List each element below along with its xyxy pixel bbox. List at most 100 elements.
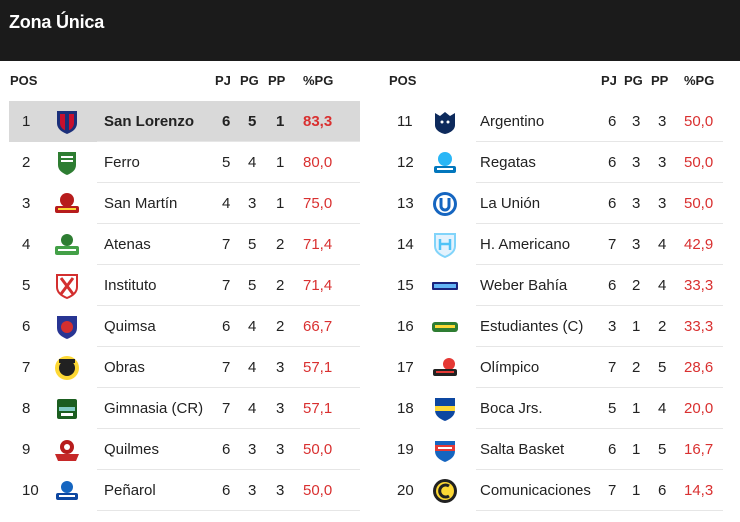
table-row[interactable]: 10 Peñarol 6 3 3 50,0 (0, 470, 360, 511)
position-number: 9 (22, 441, 31, 458)
salta-basket-logo-icon (431, 436, 459, 464)
games-won: 3 (248, 441, 257, 458)
team-name: Ferro (104, 154, 140, 171)
table-row[interactable]: 13 La Unión 6 3 3 50,0 (383, 183, 723, 224)
regatas-logo-icon (431, 149, 459, 177)
position-number: 2 (22, 154, 31, 171)
table-row[interactable]: 20 Comunicaciones 7 1 6 14,3 (383, 470, 723, 511)
position-number: 13 (397, 195, 414, 212)
games-lost: 1 (276, 154, 285, 171)
win-percentage: 33,3 (684, 277, 714, 294)
row-divider (476, 510, 723, 511)
win-percentage: 50,0 (303, 441, 333, 458)
games-lost: 2 (276, 236, 285, 253)
position-number: 11 (397, 113, 413, 130)
win-percentage: 42,9 (684, 236, 714, 253)
games-won: 4 (248, 359, 257, 376)
table-row[interactable]: 3 San Martín 4 3 1 75,0 (0, 183, 360, 224)
team-name: Salta Basket (480, 441, 565, 458)
col-pos: POS (10, 73, 38, 88)
games-lost: 3 (658, 195, 667, 212)
games-won: 3 (248, 482, 257, 499)
row-divider (97, 469, 360, 470)
table-row[interactable]: 4 Atenas 7 5 2 71,4 (0, 224, 360, 265)
games-played: 3 (608, 318, 617, 335)
games-played: 6 (608, 154, 617, 171)
table-row[interactable]: 17 Olímpico 7 2 5 28,6 (383, 347, 723, 388)
quimsa-logo-icon (53, 313, 81, 341)
san-lorenzo-logo-icon (53, 108, 81, 136)
table-row[interactable]: 15 Weber Bahía 6 2 4 33,3 (383, 265, 723, 306)
games-lost: 3 (658, 113, 667, 130)
table-row[interactable]: 14 H. Americano 7 3 4 42,9 (383, 224, 723, 265)
position-number: 3 (22, 195, 31, 212)
table-row[interactable]: 9 Quilmes 6 3 3 50,0 (0, 429, 360, 470)
games-played: 7 (222, 400, 231, 417)
games-lost: 1 (276, 195, 285, 212)
win-percentage: 16,7 (684, 441, 714, 458)
games-won: 5 (248, 113, 257, 130)
team-name: San Martín (104, 195, 178, 212)
table-row[interactable]: 2 Ferro 5 4 1 80,0 (0, 142, 360, 183)
table-row[interactable]: 6 Quimsa 6 4 2 66,7 (0, 306, 360, 347)
team-name: Regatas (480, 154, 536, 171)
weber-bahia-logo-icon (431, 272, 459, 300)
table-row[interactable]: 7 Obras 7 4 3 57,1 (0, 347, 360, 388)
table-row[interactable]: 11 Argentino 6 3 3 50,0 (383, 101, 723, 142)
row-divider (476, 305, 723, 306)
team-name: Boca Jrs. (480, 400, 543, 417)
games-won: 3 (632, 236, 641, 253)
team-name: Weber Bahía (480, 277, 568, 294)
win-percentage: 71,4 (303, 236, 333, 253)
table-header: POS PJ PG PP %PG (383, 61, 723, 101)
win-percentage: 80,0 (303, 154, 333, 171)
table-row[interactable]: 5 Instituto 7 5 2 71,4 (0, 265, 360, 306)
comunicaciones-logo-icon (431, 477, 459, 505)
games-played: 7 (608, 359, 617, 376)
games-lost: 3 (276, 400, 285, 417)
games-lost: 3 (276, 482, 285, 499)
games-won: 2 (632, 277, 641, 294)
quilmes-logo-icon (53, 436, 81, 464)
row-divider (97, 264, 360, 265)
games-lost: 2 (276, 318, 285, 335)
games-won: 1 (632, 482, 641, 499)
row-divider (97, 510, 360, 511)
games-played: 6 (222, 441, 231, 458)
table-row[interactable]: 1 San Lorenzo 6 5 1 83,3 (0, 101, 360, 142)
row-divider (476, 223, 723, 224)
table-row[interactable]: 8 Gimnasia (CR) 7 4 3 57,1 (0, 388, 360, 429)
argentino-logo-icon (431, 108, 459, 136)
games-played: 6 (222, 482, 231, 499)
games-lost: 3 (658, 154, 667, 171)
win-percentage: 14,3 (684, 482, 714, 499)
games-won: 3 (632, 113, 641, 130)
games-won: 5 (248, 236, 257, 253)
games-played: 7 (608, 482, 617, 499)
table-row[interactable]: 19 Salta Basket 6 1 5 16,7 (383, 429, 723, 470)
team-name: Argentino (480, 113, 545, 130)
instituto-logo-icon (53, 272, 81, 300)
games-lost: 2 (658, 318, 667, 335)
games-won: 4 (248, 154, 257, 171)
row-divider (476, 428, 723, 429)
col-pp: PP (268, 73, 286, 88)
hispano-americano-logo-icon (431, 231, 459, 259)
position-number: 19 (397, 441, 414, 458)
games-won: 2 (632, 359, 641, 376)
games-played: 4 (222, 195, 231, 212)
atenas-logo-icon (53, 231, 81, 259)
col-pos: POS (389, 73, 417, 88)
obras-logo-icon (53, 354, 81, 382)
position-number: 7 (22, 359, 31, 376)
penarol-logo-icon (53, 477, 81, 505)
table-row[interactable]: 16 Estudiantes (C) 3 1 2 33,3 (383, 306, 723, 347)
position-number: 20 (397, 482, 414, 499)
win-percentage: 33,3 (684, 318, 714, 335)
games-played: 5 (222, 154, 231, 171)
table-row[interactable]: 18 Boca Jrs. 5 1 4 20,0 (383, 388, 723, 429)
row-divider (476, 141, 723, 142)
row-divider (97, 387, 360, 388)
games-played: 7 (222, 236, 231, 253)
table-row[interactable]: 12 Regatas 6 3 3 50,0 (383, 142, 723, 183)
